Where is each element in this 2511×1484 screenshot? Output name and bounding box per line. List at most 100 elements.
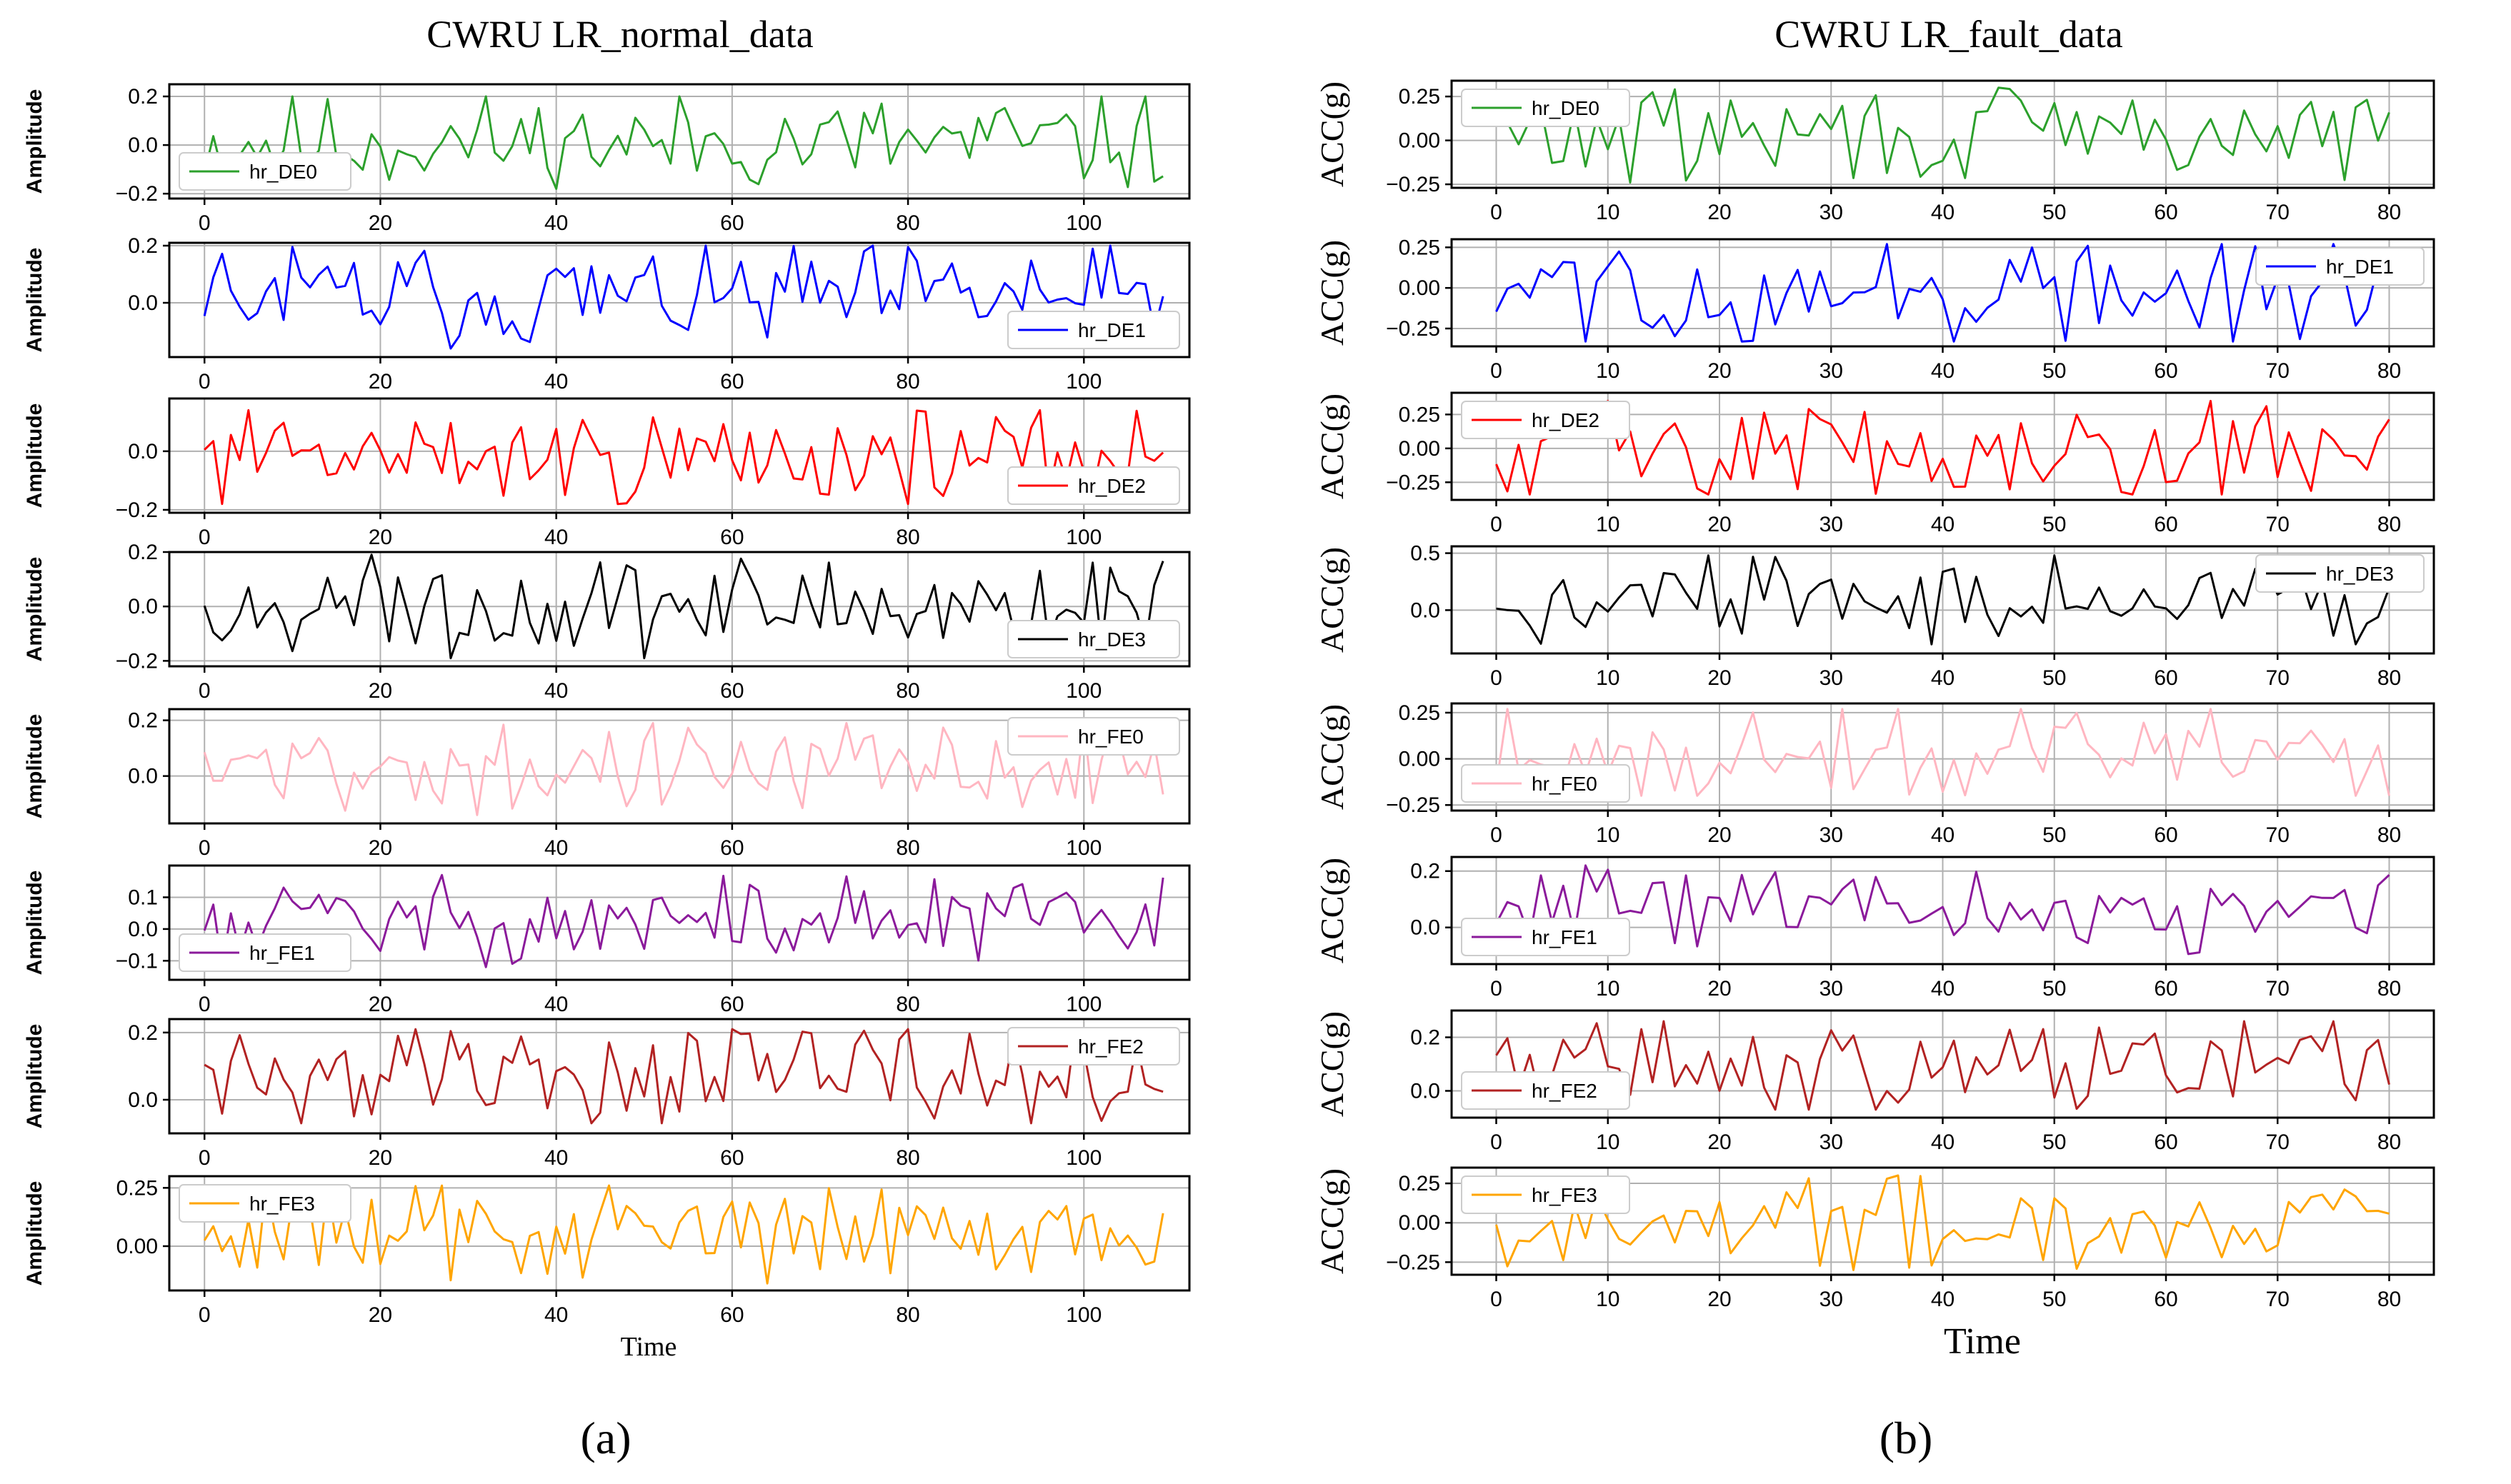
x-tick-label: 20 [369, 679, 392, 703]
y-tick-label: 0.2 [1410, 860, 1440, 883]
x-tick-label: 40 [544, 1303, 568, 1327]
y-tick-label: 0.2 [128, 709, 158, 733]
x-tick-label: 10 [1596, 977, 1619, 1001]
x-tick-label: 100 [1066, 211, 1102, 235]
y-tick-label: 0.2 [1410, 1026, 1440, 1050]
x-tick-label: 20 [1707, 977, 1731, 1001]
y-tick-label: 0.25 [116, 1176, 158, 1200]
x-tick-label: 70 [2266, 823, 2290, 847]
legend-box [1007, 1027, 1180, 1066]
x-tick-label: 60 [2154, 359, 2177, 383]
legend-label: hr_FE1 [1532, 926, 1597, 948]
chart-a-title: CWRU LR_normal_data [426, 13, 813, 56]
x-tick-label: 20 [1707, 666, 1731, 690]
x-tick-label: 20 [1707, 1288, 1731, 1311]
legend-box [1007, 717, 1180, 756]
y-axis-label: ACC(g) [1314, 858, 1350, 963]
legend: hr_FE0 [1007, 717, 1180, 756]
y-tick-label: −0.25 [1386, 471, 1440, 494]
subplot-1-2: 0 10 20 30 40 50 60 70 80 −0.25 0.00 0.25 ACC(g) hr_D… [1314, 391, 2435, 536]
x-tick-label: 0 [1490, 1288, 1502, 1311]
legend-label: hr_DE1 [2326, 256, 2394, 278]
series-line-hr_FE2 [204, 1028, 1164, 1125]
legend: hr_FE3 [1461, 1175, 1630, 1214]
series-line-hr_FE1 [203, 873, 1164, 968]
y-tick-label: 0.25 [1399, 1172, 1440, 1195]
x-tick-label: 80 [2377, 359, 2401, 383]
x-tick-label: 20 [369, 526, 392, 549]
x-tick-label: 80 [896, 1146, 919, 1170]
x-tick-label: 20 [369, 1146, 392, 1170]
x-tick-label: 30 [1819, 1288, 1843, 1311]
legend-label: hr_DE2 [1078, 475, 1146, 497]
legend-box [179, 1184, 351, 1223]
series-line-hr_DE3 [203, 553, 1164, 660]
y-axis-label: Amplitude [23, 248, 46, 353]
x-tick-label: 50 [2042, 977, 2066, 1001]
legend-box [1007, 311, 1180, 349]
y-tick-label: 0.0 [128, 291, 158, 315]
x-tick-label: 80 [896, 836, 919, 860]
y-tick-label: 0.0 [128, 440, 158, 463]
y-tick-label: 0.0 [128, 918, 158, 941]
x-tick-label: 20 [369, 993, 392, 1016]
subplot-1-6: 0 10 20 30 40 50 60 70 80 0.0 0.2 ACC(g) hr_FE2 [1314, 1009, 2435, 1154]
x-tick-label: 0 [1490, 666, 1502, 690]
legend-label: hr_DE1 [1078, 319, 1146, 341]
legend: hr_DE3 [2255, 554, 2425, 593]
x-tick-label: 60 [2154, 1130, 2177, 1154]
series-line-hr_FE1 [1495, 864, 2390, 956]
legend-label: hr_FE2 [1078, 1036, 1144, 1058]
y-axis-label: Amplitude [23, 1181, 46, 1286]
x-tick-label: 60 [2154, 1288, 2177, 1311]
x-tick-label: 40 [1931, 201, 1955, 224]
x-tick-label: 60 [720, 526, 744, 549]
x-tick-label: 40 [544, 526, 568, 549]
x-tick-label: 40 [1931, 666, 1955, 690]
x-tick-label: 50 [2042, 201, 2066, 224]
legend-label: hr_DE3 [1078, 628, 1146, 651]
x-tick-label: 40 [1931, 977, 1955, 1001]
series-line-hr_FE3 [203, 1184, 1164, 1285]
legend: hr_DE2 [1007, 466, 1180, 505]
series-line-hr_DE0 [203, 95, 1164, 190]
y-axis-label: ACC(g) [1314, 1168, 1350, 1274]
axes-frame [168, 1175, 1191, 1292]
x-tick-label: 0 [1490, 201, 1502, 224]
x-tick-label: 30 [1819, 513, 1843, 536]
y-tick-label: 0.0 [1410, 916, 1440, 940]
legend-label: hr_FE1 [249, 942, 315, 964]
y-tick-label: 0.0 [128, 765, 158, 788]
x-tick-label: 0 [1490, 823, 1502, 847]
x-tick-label: 20 [369, 836, 392, 860]
legend-label: hr_FE2 [1532, 1080, 1597, 1102]
y-axis-label: Amplitude [23, 714, 46, 819]
x-tick-label: 50 [2042, 823, 2066, 847]
y-tick-label: −0.25 [1386, 173, 1440, 196]
legend: hr_FE1 [1461, 918, 1630, 956]
series-line-hr_DE0 [1496, 86, 2390, 184]
x-tick-label: 60 [720, 836, 744, 860]
y-tick-label: 0.1 [128, 886, 158, 909]
x-tick-label: 20 [369, 211, 392, 235]
legend: hr_DE1 [1007, 311, 1180, 349]
x-tick-label: 50 [2042, 666, 2066, 690]
y-tick-label: 0.25 [1399, 236, 1440, 259]
legend: hr_DE1 [2255, 247, 2425, 286]
y-tick-label: −0.2 [116, 649, 158, 673]
x-tick-label: 20 [1707, 1130, 1731, 1154]
subplot-0-4: 0 20 40 60 80 100 0.0 0.2 Amplitude hr_FE0 [23, 708, 1191, 860]
legend-label: hr_DE2 [1532, 409, 1599, 431]
x-tick-label: 40 [544, 1146, 568, 1170]
legend-box [1007, 466, 1180, 505]
series-line-hr_DE1 [203, 244, 1164, 350]
legend-label: hr_FE0 [1532, 773, 1597, 795]
x-tick-label: 40 [1931, 359, 1955, 383]
x-tick-label: 0 [199, 370, 211, 393]
y-axis-label: ACC(g) [1314, 393, 1350, 499]
chart-a-xlabel: Time [621, 1332, 677, 1362]
x-tick-label: 60 [2154, 201, 2177, 224]
x-tick-label: 40 [1931, 1288, 1955, 1311]
y-tick-label: 0.2 [128, 541, 158, 564]
